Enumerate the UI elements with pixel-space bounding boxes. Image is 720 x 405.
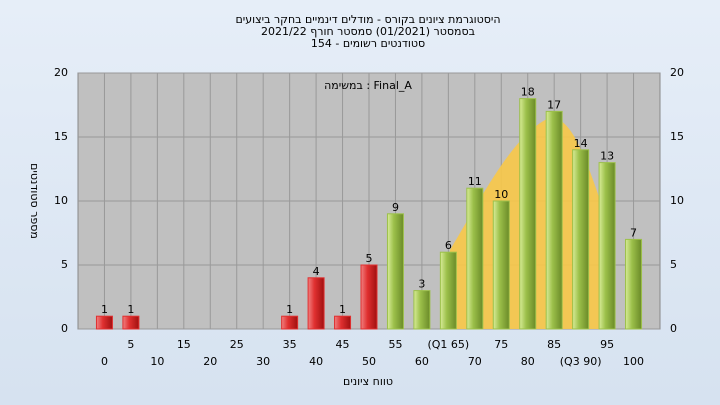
bar [439,251,457,330]
bar [413,290,431,330]
bar [95,315,113,330]
bar [572,149,590,330]
x-tick-label: 25 [230,338,244,351]
annotation: במשימה : Final_A [324,79,412,92]
value-label: 6 [445,239,452,252]
y-tick-label-right: 20 [670,66,684,79]
x-tick-label: 80 [521,355,535,368]
y-tick-label: 0 [61,322,68,335]
x-tick-label: (Q3 90) [560,355,602,368]
y-tick-label-right: 10 [670,194,684,207]
x-tick-label: 50 [362,355,376,368]
x-tick-label: 95 [600,338,614,351]
x-tick-label: 0 [101,355,108,368]
y-axis-label: מספר סטודנטים [28,163,41,239]
x-tick-label: 75 [494,338,508,351]
x-tick-label: 20 [203,355,217,368]
y-tick-label: 15 [54,130,68,143]
value-label: 1 [286,303,293,316]
bar [598,162,616,330]
x-tick-label: 60 [415,355,429,368]
y-tick-label: 20 [54,66,68,79]
x-tick-label: 35 [283,338,297,351]
bar [307,277,325,330]
bar [466,187,484,330]
value-label: 1 [101,303,108,316]
bar [492,200,510,330]
x-tick-label: 10 [150,355,164,368]
title: בסמסטר (01/2021) סמסטר חורף 2021/22 [261,25,475,38]
x-tick-label: 40 [309,355,323,368]
title: היסטוגרמת ציונים בקורס - מודלים דינמיים … [235,13,500,26]
x-tick-label: 55 [388,338,402,351]
y-tick-label-right: 0 [670,322,677,335]
bar [281,315,299,330]
bar [625,238,643,330]
x-axis-label: טווח ציונים [343,375,393,388]
y-tick-label-right: 15 [670,130,684,143]
y-tick-label: 10 [54,194,68,207]
x-tick-label: 15 [177,338,191,351]
bar [334,315,352,330]
x-tick-label: 30 [256,355,270,368]
value-label: 9 [392,201,399,214]
value-label: 10 [494,188,508,201]
value-label: 11 [468,175,482,188]
value-label: 13 [600,150,614,163]
title: סטודנטים רשומים - 154 [311,37,425,50]
x-tick-label: (Q1 65) [427,338,469,351]
bar [360,264,378,330]
x-tick-label: 85 [547,338,561,351]
value-label: 3 [418,278,425,291]
bar [545,110,563,330]
x-tick-label: 70 [468,355,482,368]
bar [519,98,537,330]
value-label: 4 [313,265,320,278]
x-tick-label: 45 [336,338,350,351]
value-label: 17 [547,98,561,111]
value-label: 18 [521,86,535,99]
bar [122,315,140,330]
value-label: 1 [127,303,134,316]
x-tick-label: 5 [127,338,134,351]
bar [386,213,404,330]
x-tick-label: 100 [623,355,644,368]
y-tick-label-right: 5 [670,258,677,271]
y-tick-label: 5 [61,258,68,271]
value-label: 5 [366,252,373,265]
value-label: 14 [574,137,588,150]
value-label: 1 [339,303,346,316]
value-label: 7 [630,226,637,239]
